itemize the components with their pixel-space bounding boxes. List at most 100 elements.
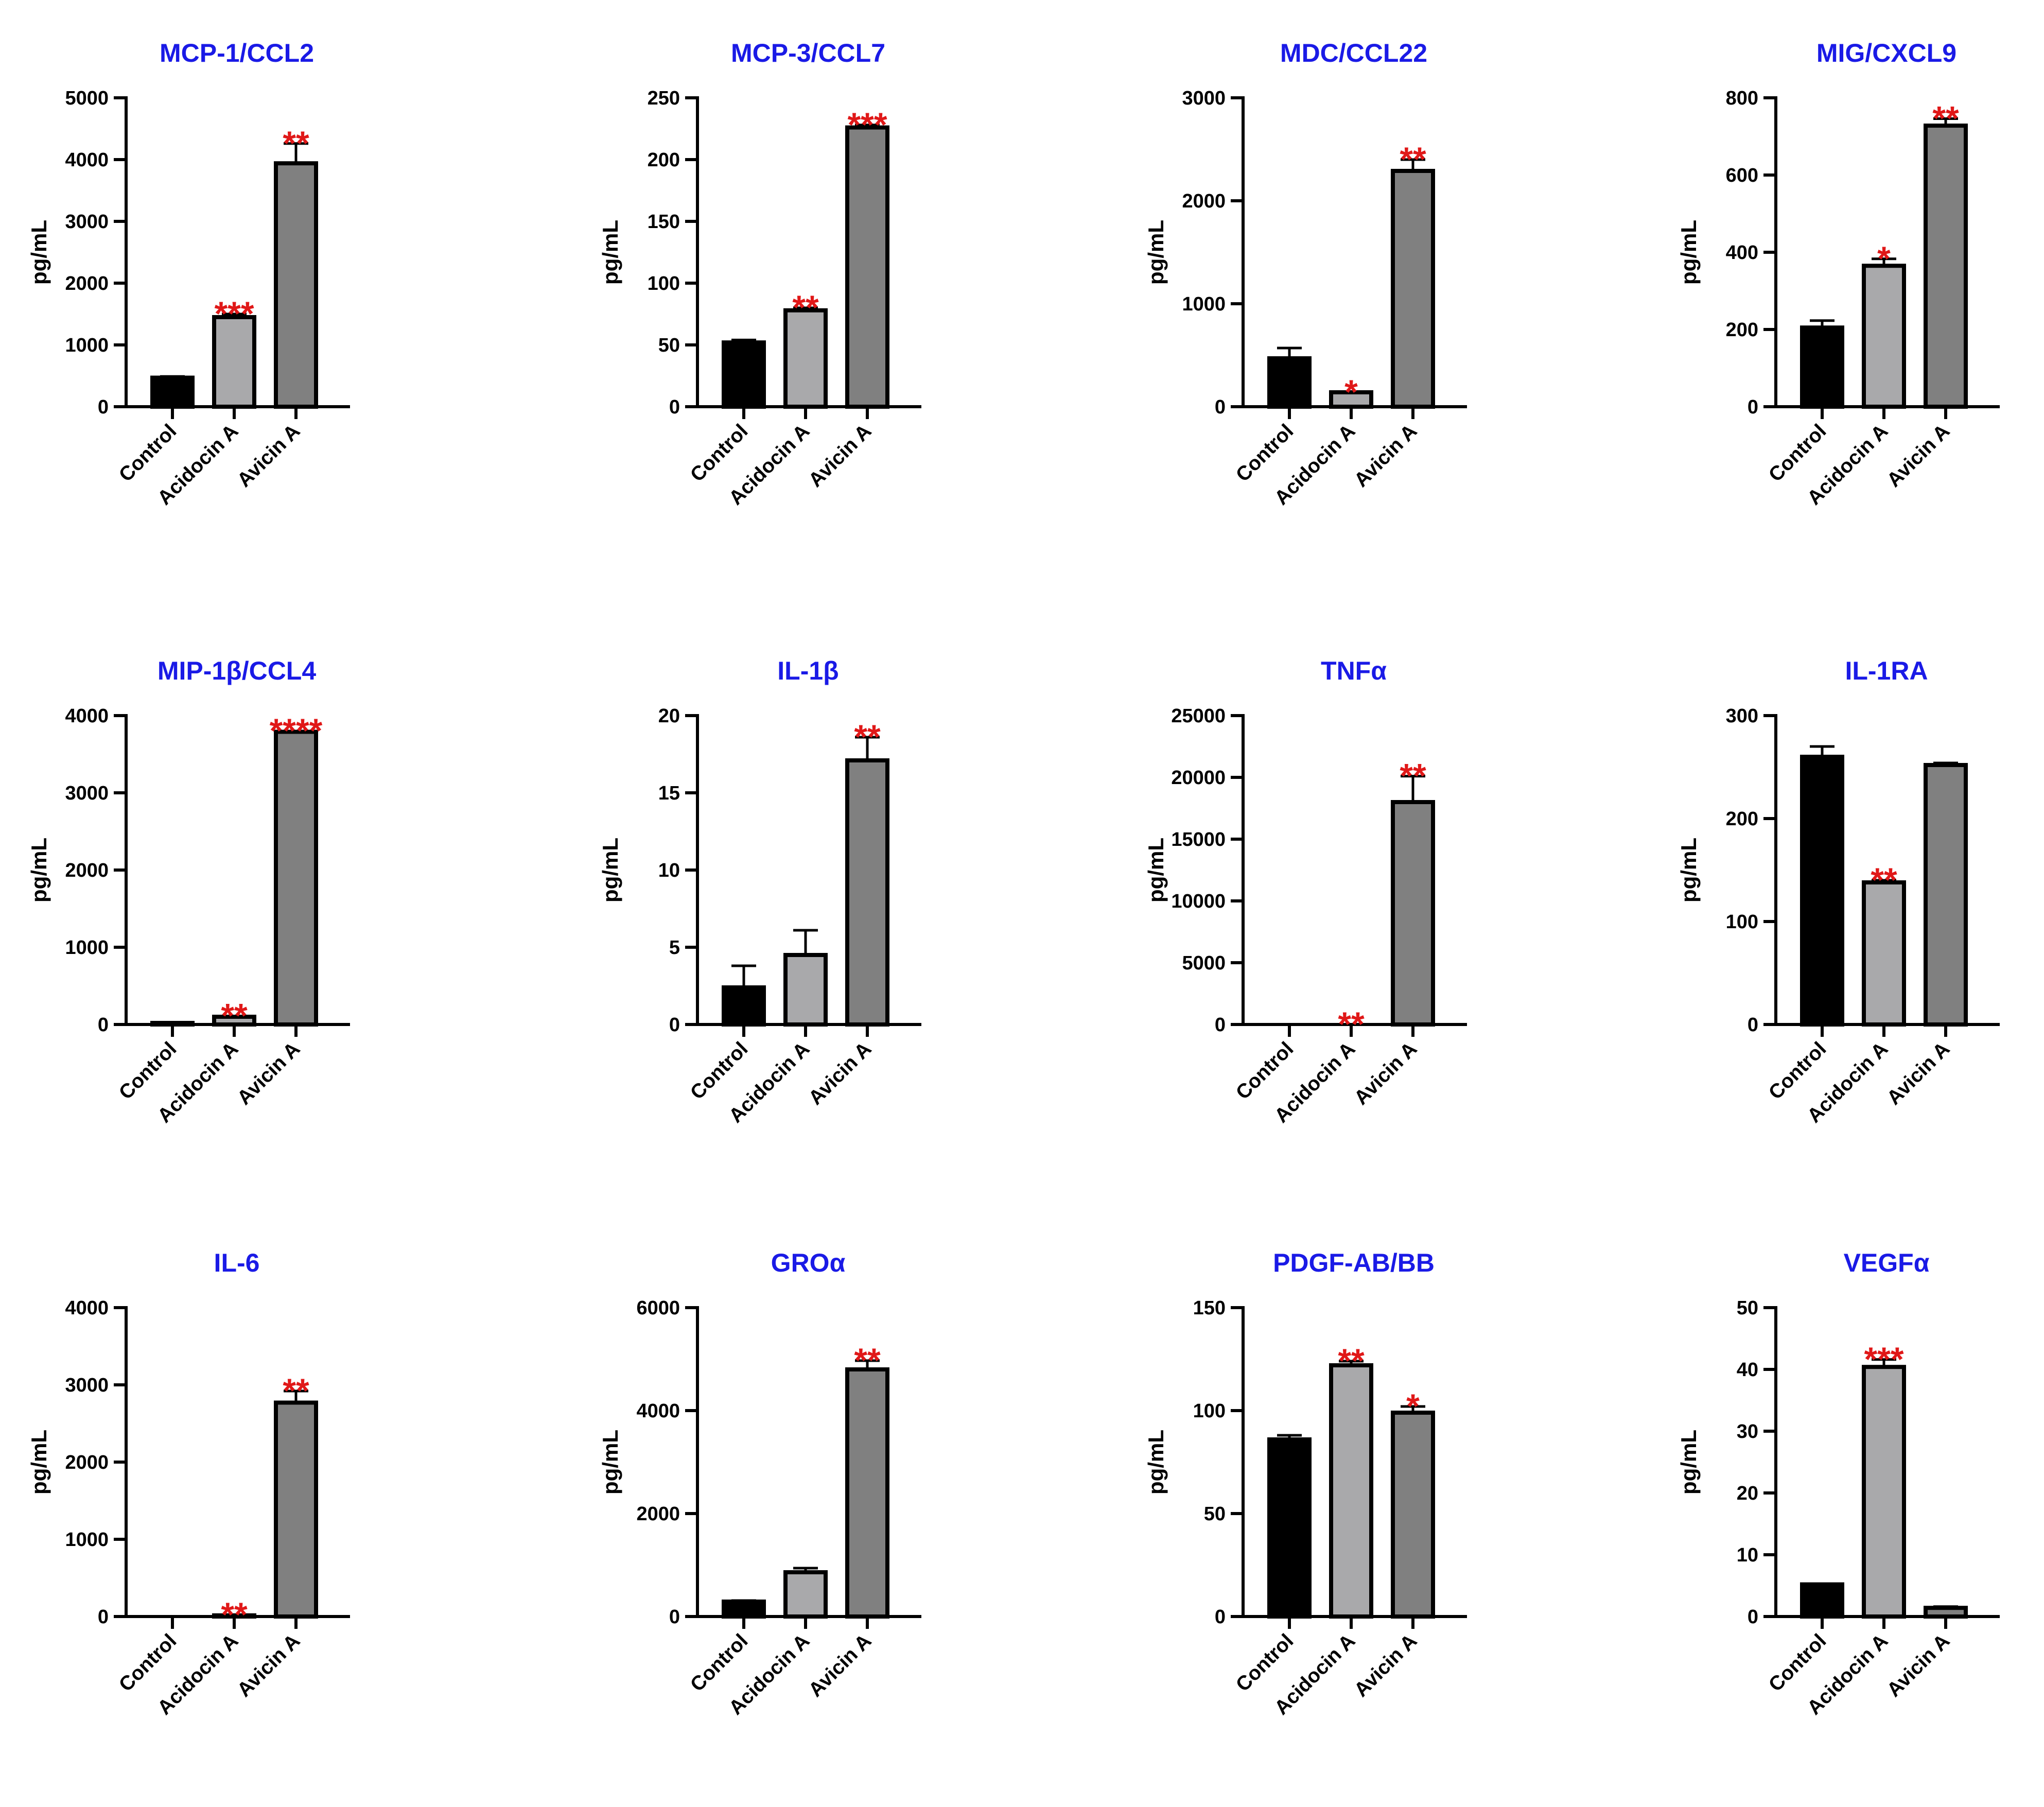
y-tick-label: 6000 (636, 1297, 680, 1319)
y-tick-label: 600 (1726, 165, 1758, 186)
y-tick-label: 5000 (65, 88, 109, 109)
y-tick-label: 0 (1748, 1606, 1758, 1628)
bar-avicin-a (1391, 800, 1435, 1027)
significance-marker: ** (1338, 1342, 1365, 1380)
significance-marker: ** (1400, 757, 1426, 795)
bar-avicin-a (274, 1400, 318, 1619)
significance-marker: ** (221, 1595, 248, 1634)
bar-control (722, 340, 766, 409)
chart-title: PDGF-AB/BB (1273, 1248, 1435, 1277)
chart-panel: MCP-1/CCL2 pg/mL 0 1000 2000 3000 4000 5000 Cont… (10, 21, 525, 597)
y-tick-label: 40 (1737, 1359, 1758, 1381)
significance-marker: ** (792, 288, 819, 326)
category-label: Avicin A (1350, 1630, 1422, 1701)
y-axis-label: pg/mL (27, 1430, 51, 1495)
significance-marker: ** (854, 718, 881, 756)
chart-panel: MCP-3/CCL7 pg/mL 0 50 100 150 200 250 Control Aci… (582, 21, 1096, 597)
chart-svg: MCP-3/CCL7pg/mL050100150200250ControlAci… (598, 39, 921, 509)
chart-panel: MIP-1β/CCL4 pg/mL 0 1000 2000 3000 4000 Control… (10, 638, 525, 1215)
y-tick-label: 150 (1193, 1297, 1226, 1319)
significance-marker: ** (1871, 861, 1897, 899)
significance-marker: * (1344, 373, 1358, 411)
chart-title: TNFα (1321, 656, 1387, 685)
y-tick-label: 1000 (65, 335, 109, 356)
chart-panel: IL-1β pg/mL 0 5 10 15 20 Control Acidocin A Avici… (582, 638, 1096, 1215)
y-tick-label: 10000 (1171, 891, 1226, 912)
category-label: Avicin A (1350, 420, 1422, 492)
y-tick-label: 50 (658, 335, 680, 356)
significance-marker: *** (214, 294, 254, 333)
chart-panel: IL-1RA pg/mL 0 100 200 300 Control Acidocin A **… (1660, 638, 2044, 1215)
bar-avicin-a (1924, 763, 1968, 1027)
bar-control (1267, 1437, 1312, 1619)
y-tick-label: 3000 (1182, 88, 1226, 109)
bar-acidocin-a (212, 315, 256, 409)
category-label: Avicin A (233, 1038, 305, 1109)
category-label: Avicin A (1883, 1630, 1954, 1701)
chart-svg: MDC/CCL22pg/mL0100020003000ControlAcidoc… (1144, 39, 1467, 509)
y-tick-label: 20 (1737, 1483, 1758, 1504)
y-tick-label: 0 (1748, 396, 1758, 418)
y-tick-label: 15000 (1171, 829, 1226, 850)
bar-avicin-a (1391, 1411, 1435, 1619)
y-tick-label: 200 (1726, 319, 1758, 341)
y-tick-label: 4000 (636, 1400, 680, 1422)
y-axis-label: pg/mL (27, 220, 51, 285)
bar-acidocin-a (783, 953, 828, 1027)
y-tick-label: 2000 (65, 860, 109, 881)
chart-title: VEGFα (1844, 1248, 1930, 1277)
significance-marker: *** (847, 106, 887, 144)
y-tick-label: 150 (648, 211, 680, 233)
y-tick-label: 50 (1737, 1297, 1758, 1319)
y-axis-label: pg/mL (1144, 1430, 1168, 1495)
chart-title: MCP-3/CCL7 (731, 39, 885, 67)
bar-acidocin-a (1862, 880, 1906, 1027)
bar-avicin-a (845, 1367, 889, 1619)
y-tick-label: 200 (648, 149, 680, 171)
bar-acidocin-a (1329, 390, 1373, 409)
bar-avicin-a (845, 758, 889, 1027)
y-tick-label: 0 (98, 1014, 109, 1036)
significance-marker: ** (283, 124, 309, 162)
significance-marker: ** (1400, 140, 1426, 178)
significance-marker: *** (1864, 1340, 1903, 1378)
y-tick-label: 30 (1737, 1421, 1758, 1443)
y-axis-label: pg/mL (27, 838, 51, 902)
y-tick-label: 0 (1215, 396, 1226, 418)
significance-marker: ** (1338, 1005, 1365, 1043)
y-tick-label: 5 (669, 937, 680, 959)
y-tick-label: 15 (658, 783, 680, 804)
y-tick-label: 2000 (65, 1452, 109, 1473)
bar-avicin-a (1924, 1606, 1968, 1619)
y-tick-label: 4000 (65, 705, 109, 727)
bar-control (1800, 325, 1844, 409)
y-axis-label: pg/mL (1676, 220, 1701, 285)
y-tick-label: 25000 (1171, 705, 1226, 727)
category-label: Avicin A (1350, 1038, 1422, 1109)
y-tick-label: 0 (669, 1606, 680, 1628)
bar-acidocin-a (783, 308, 828, 409)
significance-marker: ** (221, 997, 248, 1035)
chart-svg: MIG/CXCL9pg/mL0200400600800ControlAcidoc… (1676, 39, 2000, 509)
chart-svg: IL-6pg/mL01000200030004000ControlAcidoci… (27, 1248, 350, 1719)
bar-avicin-a (274, 729, 318, 1027)
y-tick-label: 1000 (65, 937, 109, 959)
y-tick-label: 3000 (65, 1375, 109, 1396)
y-axis-label: pg/mL (1676, 838, 1701, 902)
significance-marker: ** (854, 1341, 881, 1379)
bar-avicin-a (274, 161, 318, 409)
bar-avicin-a (845, 125, 889, 409)
y-tick-label: 10 (1737, 1544, 1758, 1566)
y-axis-label: pg/mL (1144, 220, 1168, 285)
chart-title: MCP-1/CCL2 (160, 39, 314, 67)
bar-acidocin-a (783, 1570, 828, 1619)
significance-marker: **** (270, 711, 323, 750)
chart-title: MIG/CXCL9 (1816, 39, 1956, 67)
chart-title: MIP-1β/CCL4 (158, 656, 317, 685)
bar-control (1800, 755, 1844, 1027)
chart-panel: MDC/CCL22 pg/mL 0 1000 2000 3000 Control Acidoc… (1127, 21, 1642, 597)
bar-acidocin-a (212, 1015, 256, 1027)
